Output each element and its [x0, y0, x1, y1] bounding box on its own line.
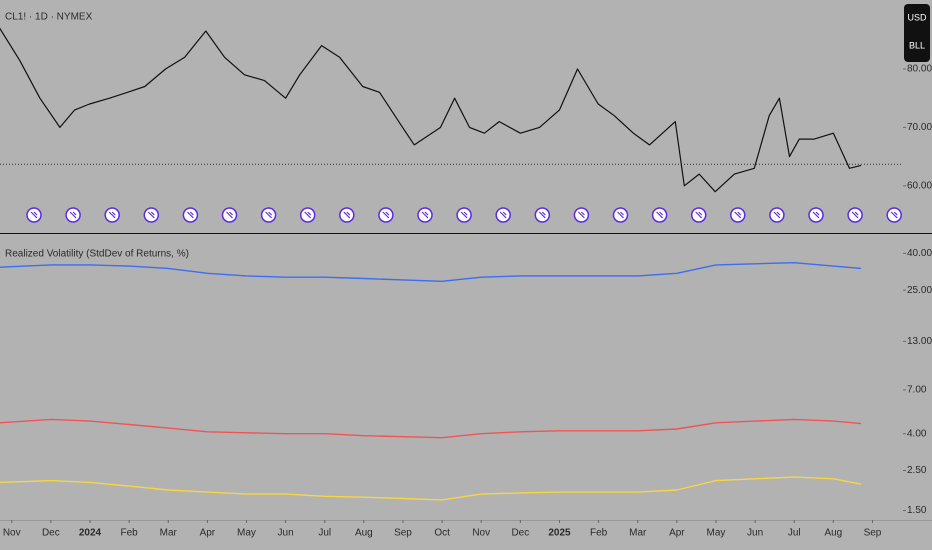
series-line [0, 476, 862, 501]
x-tick-label: Jun [278, 528, 294, 539]
event-glyph [538, 211, 546, 219]
event-glyph [147, 211, 155, 219]
event-glyph [186, 211, 194, 219]
event-glyph [773, 211, 781, 219]
event-glyph [30, 211, 38, 219]
x-tick-label: Aug [355, 528, 373, 539]
y-tick-label: 60.00 [907, 180, 932, 191]
event-glyph [734, 211, 742, 219]
y-tick-label: 7.00 [907, 385, 927, 396]
event-glyph [382, 211, 390, 219]
currency-badge[interactable] [904, 4, 930, 62]
x-tick-label: Nov [3, 528, 21, 539]
chart-title: CL1! · 1D · NYMEX [5, 12, 93, 23]
y-tick-label: 25.00 [907, 285, 932, 296]
series-line [0, 418, 862, 439]
y-tick-label: 80.00 [907, 64, 932, 75]
x-tick-label: Jul [318, 528, 331, 539]
y-tick-label: 4.00 [907, 428, 927, 439]
x-tick-label: Sep [394, 528, 412, 539]
x-tick-label: Jun [747, 528, 763, 539]
unit-label: BLL [909, 40, 925, 50]
series-line [0, 27, 862, 193]
x-tick-label: 2025 [548, 528, 571, 539]
x-tick-label: Mar [629, 528, 647, 539]
x-tick-label: Jul [788, 528, 801, 539]
x-tick-label: May [707, 528, 726, 539]
x-tick-label: 2024 [79, 528, 102, 539]
x-tick-label: Feb [120, 528, 138, 539]
event-glyph [69, 211, 77, 219]
event-glyph [226, 211, 233, 219]
x-tick-label: Nov [472, 528, 490, 539]
x-tick-label: Apr [669, 528, 685, 539]
y-tick-label: 13.00 [907, 336, 932, 347]
x-tick-label: Feb [590, 528, 608, 539]
event-glyph [890, 211, 898, 219]
y-tick-label: 1.50 [907, 505, 927, 516]
x-tick-label: Oct [434, 528, 450, 539]
y-tick-label: 2.50 [907, 465, 927, 476]
event-markers [26, 207, 902, 223]
event-glyph [851, 211, 859, 219]
x-tick-label: Dec [511, 528, 529, 539]
event-glyph [656, 211, 664, 219]
event-glyph [499, 211, 507, 219]
x-tick-label: Aug [824, 528, 842, 539]
event-glyph [421, 211, 429, 219]
event-glyph [460, 211, 468, 219]
x-tick-label: May [237, 528, 256, 539]
event-glyph [617, 211, 624, 219]
event-glyph [304, 211, 312, 219]
indicator-title: Realized Volatility (StdDev of Returns, … [5, 249, 189, 260]
y-tick-label: 40.00 [907, 248, 932, 259]
x-tick-label: Apr [200, 528, 216, 539]
currency-label: USD [907, 12, 927, 22]
x-tick-label: Sep [864, 528, 882, 539]
series-line [0, 262, 862, 282]
event-glyph [812, 211, 820, 219]
x-tick-label: Mar [160, 528, 178, 539]
event-glyph [577, 211, 585, 219]
event-glyph [343, 211, 351, 219]
event-glyph [695, 211, 703, 219]
event-glyph [108, 211, 116, 219]
y-tick-label: 70.00 [907, 122, 932, 133]
event-glyph [265, 211, 273, 219]
x-tick-label: Dec [42, 528, 60, 539]
